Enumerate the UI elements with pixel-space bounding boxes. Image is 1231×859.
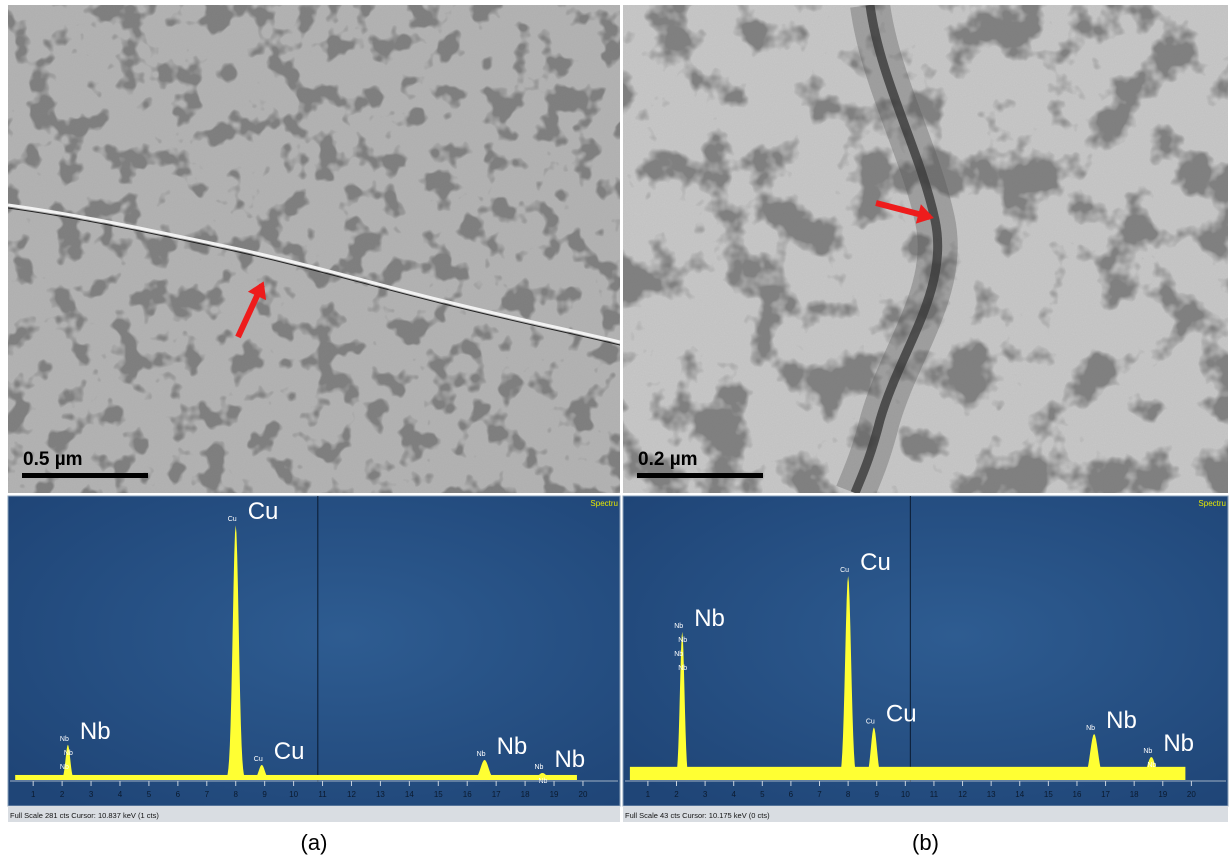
x-tick-label: 9	[262, 790, 267, 799]
x-tick-label: 12	[958, 790, 967, 799]
panel: 0.2 µm Spectru Nb Nb Nb Nb Nb Cu Cu Cu Cu Nb Nb Nb Nb N…	[623, 5, 1228, 855]
scale-bar	[22, 473, 148, 478]
x-tick-label: 11	[930, 790, 939, 799]
scale-bar-label: 0.5 µm	[23, 449, 83, 470]
x-tick-label: 2	[674, 790, 679, 799]
peak-tag: Nb	[674, 623, 683, 630]
peak-label: Cu	[274, 738, 305, 765]
x-tick-label: 8	[846, 790, 851, 799]
x-tick-label: 20	[579, 790, 588, 799]
x-tick-label: 4	[118, 790, 123, 799]
x-tick-label: 6	[789, 790, 794, 799]
peak-tag: Cu	[254, 756, 263, 763]
x-tick-label: 1	[31, 790, 36, 799]
spectrum-footer: Full Scale 281 cts Cursor: 10.837 keV (1…	[10, 811, 159, 820]
x-tick-label: 8	[234, 790, 239, 799]
spectrum-footer: Full Scale 43 cts Cursor: 10.175 keV (0 …	[625, 811, 770, 820]
x-tick-label: 5	[760, 790, 765, 799]
peak-tag: Nb	[1086, 725, 1095, 732]
x-tick-label: 7	[205, 790, 210, 799]
x-tick-label: 18	[1130, 790, 1139, 799]
x-tick-label: 14	[405, 790, 414, 799]
spectrum-bg	[8, 496, 620, 806]
peak-tag: Cu	[840, 567, 849, 574]
peak-tag: Nb	[1143, 748, 1152, 755]
x-tick-label: 3	[89, 790, 94, 799]
image-content: 0.2 µm	[623, 5, 1228, 493]
x-tick-label: 15	[1044, 790, 1053, 799]
x-tick-label: 15	[434, 790, 443, 799]
spectrum-title: Spectru	[1198, 499, 1226, 508]
x-tick-label: 16	[463, 790, 472, 799]
scale-bar-label: 0.2 µm	[638, 449, 698, 470]
caption: (b)	[912, 830, 939, 855]
x-tick-label: 10	[901, 790, 910, 799]
peak-label: Cu	[860, 549, 891, 576]
peak-tag: Cu	[228, 516, 237, 523]
x-tick-label: 11	[318, 790, 327, 799]
peak-label: Nb	[80, 718, 111, 745]
panel: 0.5 µmSpectruNbNbNbNbCuCuCuCuNbNbNbNbNb1…	[8, 5, 620, 855]
spectrum-title: Spectru	[590, 499, 618, 508]
peak-tag: Nb	[534, 764, 543, 771]
figure: 0.5 µm Spectru Nb Nb Nb Nb Cu Cu Cu Cu Nb Nb Nb Nb Nb 1…	[0, 0, 1231, 859]
tem-image: 0.5 µm	[8, 5, 620, 493]
x-tick-label: 19	[1158, 790, 1167, 799]
peak-tag: Nb	[477, 751, 486, 758]
x-tick-label: 4	[731, 790, 736, 799]
peak-tag: Cu	[866, 718, 875, 725]
x-tick-label: 13	[376, 790, 385, 799]
peak-label: Nb	[554, 746, 585, 773]
tem-image: 0.2 µm	[623, 5, 1228, 493]
peak-label: Nb	[1106, 707, 1137, 734]
spectrum-bg	[623, 496, 1228, 806]
caption: (a)	[301, 830, 328, 855]
x-tick-label: 9	[875, 790, 880, 799]
peak-label: Nb	[497, 733, 528, 760]
x-tick-label: 20	[1187, 790, 1196, 799]
x-tick-label: 19	[550, 790, 559, 799]
peak-label: Nb	[694, 605, 725, 632]
x-tick-label: 10	[289, 790, 298, 799]
x-tick-label: 13	[987, 790, 996, 799]
image-content: 0.5 µm	[8, 5, 620, 493]
peak-tag: Nb	[64, 750, 73, 757]
x-tick-label: 7	[817, 790, 822, 799]
peak-tag: Nb	[1147, 762, 1156, 769]
peak-tag: Nb	[60, 736, 69, 743]
peak-label: Nb	[1163, 730, 1194, 757]
x-tick-label: 2	[60, 790, 65, 799]
x-tick-label: 1	[646, 790, 651, 799]
peak-tag: Nb	[674, 651, 683, 658]
peak-tag: Nb	[60, 764, 69, 771]
x-tick-label: 17	[492, 790, 501, 799]
x-tick-label: 5	[147, 790, 152, 799]
scale-bar	[637, 473, 763, 478]
x-tick-label: 12	[347, 790, 356, 799]
x-tick-label: 6	[176, 790, 181, 799]
peak-label: Cu	[248, 498, 279, 525]
x-tick-label: 18	[521, 790, 530, 799]
x-tick-label: 3	[703, 790, 708, 799]
peak-tag: Nb	[678, 665, 687, 672]
image-grain	[8, 5, 620, 493]
peak-label: Cu	[886, 700, 917, 727]
peak-tag: Nb	[678, 637, 687, 644]
x-tick-label: 16	[1073, 790, 1082, 799]
x-tick-label: 17	[1101, 790, 1110, 799]
x-tick-label: 14	[1015, 790, 1024, 799]
